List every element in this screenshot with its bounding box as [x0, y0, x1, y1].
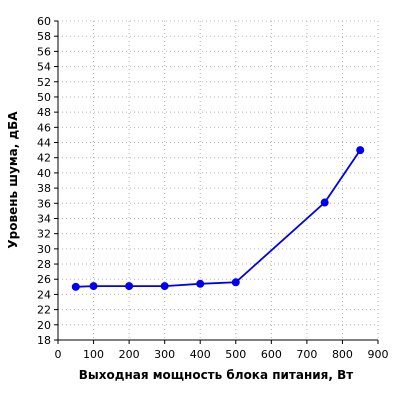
tick-labels: 0 100 200 300 400 500 600 700 800 900 18 20 22 24 26 28… [37, 15, 389, 361]
data-point [356, 146, 365, 155]
data-point [231, 278, 240, 287]
x-tick-label: 200 [119, 348, 140, 361]
series-layer [71, 146, 365, 291]
data-point [125, 282, 134, 291]
series-line [75, 149, 361, 288]
x-tick-label: 500 [225, 348, 246, 361]
grid [58, 20, 379, 340]
y-tick-label: 44 [37, 137, 51, 150]
y-tick-label: 30 [37, 243, 51, 256]
y-tick-label: 60 [37, 15, 51, 28]
y-tick-label: 58 [37, 30, 51, 43]
x-tick-label: 800 [332, 348, 353, 361]
y-tick-label: 28 [37, 258, 51, 271]
axes [54, 20, 379, 344]
y-tick-label: 48 [37, 106, 51, 119]
y-axis-label: Уровень шума, дБА [6, 111, 20, 249]
y-tick-label: 56 [37, 45, 51, 58]
x-axis-label: Выходная мощность блока питания, Вт [79, 368, 354, 382]
y-tick-label: 24 [37, 288, 51, 301]
y-tick-label: 36 [37, 197, 51, 210]
x-tick-label: 900 [368, 348, 389, 361]
y-tick-label: 26 [37, 273, 51, 286]
x-tick-label: 300 [154, 348, 175, 361]
y-tick-label: 20 [37, 319, 51, 332]
y-tick-label: 34 [37, 212, 51, 225]
data-point [71, 282, 80, 291]
x-tick-label: 700 [296, 348, 317, 361]
y-tick-label: 38 [37, 182, 51, 195]
y-tick-label: 52 [37, 76, 51, 89]
y-tick-label: 18 [37, 334, 51, 347]
data-point [196, 279, 205, 288]
data-point [320, 198, 329, 207]
y-tick-label: 54 [37, 61, 51, 74]
x-tick-label: 600 [261, 348, 282, 361]
x-tick-label: 400 [190, 348, 211, 361]
data-point [160, 282, 169, 291]
x-tick-label: 100 [83, 348, 104, 361]
y-tick-label: 50 [37, 91, 51, 104]
y-tick-label: 40 [37, 167, 51, 180]
y-tick-label: 42 [37, 152, 51, 165]
x-tick-label: 0 [55, 348, 62, 361]
data-point [89, 282, 98, 291]
y-tick-label: 22 [37, 304, 51, 317]
y-tick-label: 46 [37, 121, 51, 134]
y-tick-label: 32 [37, 228, 51, 241]
